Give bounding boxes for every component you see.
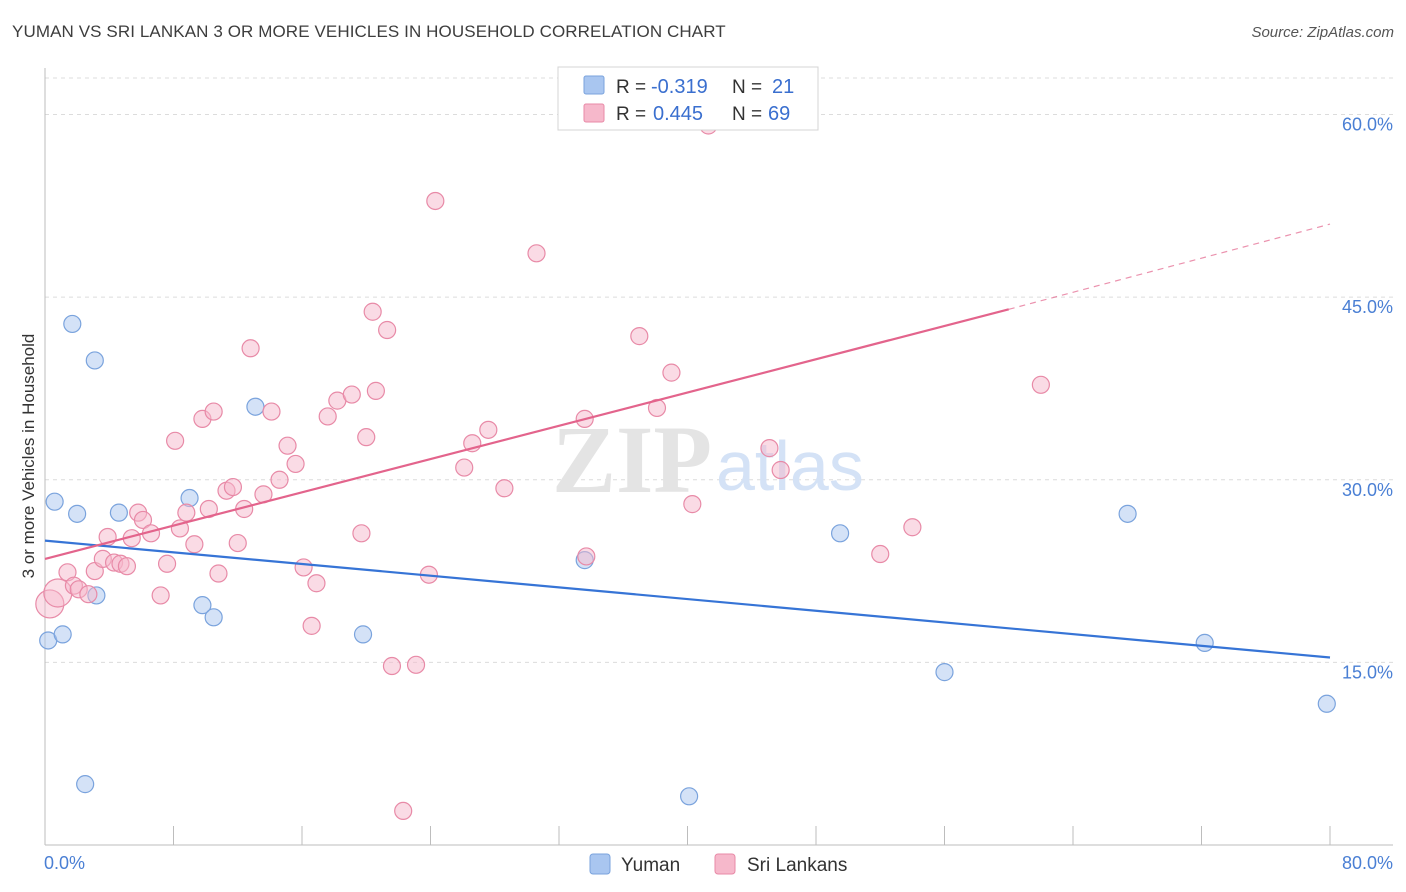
point-sri-lankans-62 xyxy=(683,495,702,514)
watermark-atlas-text: atlas xyxy=(716,427,864,505)
point-sri-lankans-21 xyxy=(185,535,204,554)
y-axis-title: 3 or more Vehicles in Household xyxy=(19,334,38,579)
x-tick-labels: 0.0% 80.0% xyxy=(44,853,1393,873)
point-sri-lankans-52 xyxy=(455,458,474,477)
point-yuman-8 xyxy=(109,503,128,522)
point-sri-lankans-48 xyxy=(394,801,413,821)
point-sri-lankans-54 xyxy=(479,420,498,439)
point-yuman-16 xyxy=(830,524,850,543)
axes xyxy=(44,68,1393,846)
point-yuman-11 xyxy=(204,608,223,627)
point-sri-lankans-43 xyxy=(357,428,376,447)
legend-swatch-sri-lankans xyxy=(714,853,736,875)
point-sri-lankans-55 xyxy=(495,479,514,498)
point-yuman-20 xyxy=(1317,694,1336,713)
stats-legend-r-label-sri-lankans: R = xyxy=(616,104,646,125)
y-tick-label-1: 30.0% xyxy=(1342,480,1393,500)
point-sri-lankans-39 xyxy=(318,407,337,426)
point-sri-lankans-61 xyxy=(662,363,681,382)
point-sri-lankans-30 xyxy=(241,339,260,358)
point-sri-lankans-18 xyxy=(166,431,185,450)
y-tick-label-3: 60.0% xyxy=(1342,115,1393,135)
point-sri-lankans-5 xyxy=(79,585,98,604)
x-tick-label-1: 80.0% xyxy=(1342,853,1393,873)
point-sri-lankans-24 xyxy=(204,402,223,421)
y-tick-labels: 15.0% 30.0% 45.0% 60.0% xyxy=(1342,115,1393,683)
stats-legend-n-value-sri-lankans: 69 xyxy=(768,103,790,125)
point-sri-lankans-45 xyxy=(366,381,385,400)
point-yuman-18 xyxy=(1118,504,1137,523)
point-yuman-5 xyxy=(76,775,95,794)
trend-line-yuman xyxy=(44,539,1331,659)
trend-lines xyxy=(44,223,1331,659)
point-sri-lankans-27 xyxy=(223,477,243,497)
point-sri-lankans-41 xyxy=(342,385,361,404)
point-yuman-12 xyxy=(246,397,265,416)
stats-legend: R = -0.319 N = 21 R = 0.445 N = 69 xyxy=(557,66,819,131)
stats-legend-swatch-sri-lankans xyxy=(583,103,605,123)
point-sri-lankans-11 xyxy=(117,557,137,576)
point-sri-lankans-25 xyxy=(209,564,228,583)
point-yuman-3 xyxy=(63,314,82,334)
y-tick-label-2: 45.0% xyxy=(1342,297,1393,317)
point-sri-lankans-16 xyxy=(151,586,170,605)
point-sri-lankans-32 xyxy=(262,402,281,421)
legend-label-yuman: Yuman xyxy=(621,855,680,876)
point-sri-lankans-58 xyxy=(577,547,596,566)
point-sri-lankans-28 xyxy=(228,533,247,553)
point-sri-lankans-34 xyxy=(278,436,297,455)
legend-swatch-yuman xyxy=(589,853,611,875)
point-sri-lankans-51 xyxy=(426,191,445,211)
point-yuman-10 xyxy=(193,596,212,615)
bottom-legend: Yuman Sri Lankans xyxy=(589,853,847,876)
stats-legend-swatch-yuman xyxy=(583,75,605,95)
point-yuman-19 xyxy=(1195,633,1214,653)
stats-legend-r-value-sri-lankans: 0.445 xyxy=(653,103,703,125)
point-sri-lankans-65 xyxy=(771,460,790,480)
x-tick-label-0: 0.0% xyxy=(44,853,85,873)
point-sri-lankans-42 xyxy=(352,524,371,543)
point-sri-lankans-44 xyxy=(363,302,382,321)
point-yuman-6 xyxy=(85,351,104,370)
source-label: Source: ZipAtlas.com xyxy=(1251,24,1394,41)
stats-legend-n-value-yuman: 21 xyxy=(772,76,794,98)
point-sri-lankans-14 xyxy=(133,510,153,530)
point-yuman-15 xyxy=(680,787,699,806)
y-tick-label-0: 15.0% xyxy=(1342,662,1393,682)
trend-line-extension-sri-lankans xyxy=(1008,223,1331,310)
point-sri-lankans-35 xyxy=(286,454,305,474)
point-sri-lankans-37 xyxy=(302,616,321,635)
point-sri-lankans-36 xyxy=(294,558,313,577)
point-sri-lankans-20 xyxy=(177,503,196,522)
point-sri-lankans-56 xyxy=(527,244,546,263)
watermark: ZIP atlas xyxy=(552,406,864,513)
point-yuman-2 xyxy=(53,625,72,644)
point-sri-lankans-46 xyxy=(378,320,397,340)
grid-lines xyxy=(45,77,1393,663)
stats-legend-n-label-yuman: N = xyxy=(732,77,762,98)
point-sri-lankans-59 xyxy=(630,327,649,346)
stats-legend-r-value-yuman: -0.319 xyxy=(651,76,708,98)
point-yuman-4 xyxy=(68,504,87,523)
point-sri-lankans-47 xyxy=(382,656,402,676)
trend-line-sri-lankans xyxy=(44,308,1010,560)
point-sri-lankans-38 xyxy=(307,574,326,593)
point-sri-lankans-64 xyxy=(760,439,779,458)
point-yuman-13 xyxy=(353,625,373,644)
point-sri-lankans-67 xyxy=(903,518,922,537)
legend-label-sri-lankans: Sri Lankans xyxy=(747,855,847,876)
point-sri-lankans-68 xyxy=(1031,375,1050,394)
stats-legend-n-label-sri-lankans: N = xyxy=(732,104,762,125)
point-sri-lankans-33 xyxy=(270,470,289,489)
point-sri-lankans-66 xyxy=(871,544,890,564)
stats-legend-r-label-yuman: R = xyxy=(616,77,646,98)
point-sri-lankans-49 xyxy=(406,655,426,674)
point-sri-lankans-17 xyxy=(157,554,177,573)
chart-title: YUMAN VS SRI LANKAN 3 OR MORE VEHICLES I… xyxy=(12,22,726,41)
point-yuman-17 xyxy=(935,663,954,682)
point-yuman-1 xyxy=(45,492,64,511)
